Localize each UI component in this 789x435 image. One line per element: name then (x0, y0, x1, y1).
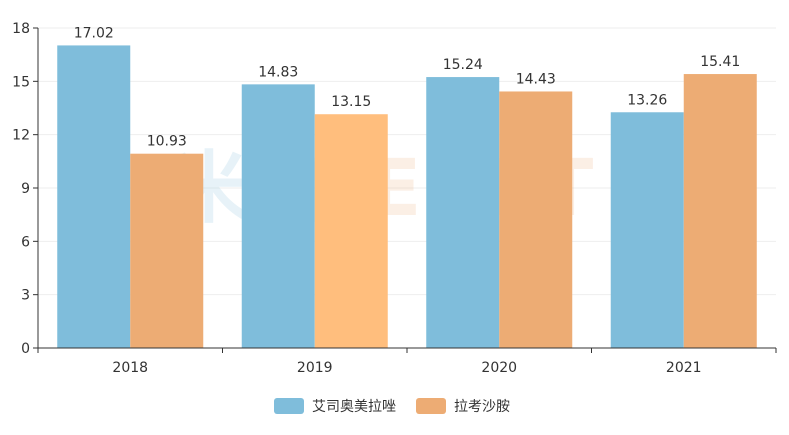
bar-2019-series-2[interactable] (314, 114, 388, 348)
legend-swatch-series-1[interactable] (274, 398, 304, 414)
legend-label-series-2: 拉考沙胺 (454, 399, 510, 415)
y-axis-tick-label: 6 (21, 234, 30, 250)
data-label-2018-series-1: 17.02 (74, 25, 114, 41)
legend: 艾司奥美拉唑 拉考沙胺 (274, 398, 510, 415)
x-axis-category-label: 2018 (112, 360, 148, 376)
y-axis-tick-label: 9 (21, 181, 30, 197)
y-axis-tick-label: 18 (12, 21, 30, 37)
x-axis-category-label: 2021 (666, 360, 702, 376)
data-label-2018-series-2: 10.93 (147, 134, 187, 150)
bar-2020-series-2[interactable] (499, 91, 573, 348)
bar-2018-series-1[interactable] (57, 45, 131, 349)
legend-label-series-1: 艾司奥美拉唑 (312, 398, 396, 415)
data-label-2019-series-2: 13.15 (331, 94, 371, 110)
legend-swatch-series-2[interactable] (416, 398, 446, 414)
bar-2018-series-2[interactable] (130, 153, 204, 348)
y-axis-tick-label: 15 (12, 74, 30, 90)
bar-2021-series-2[interactable] (683, 74, 757, 349)
y-axis-tick-label: 3 (21, 288, 30, 304)
x-axis-category-label: 2020 (481, 360, 517, 376)
bar-2021-series-1[interactable] (610, 112, 684, 349)
data-labels-group: 17.02 10.93 14.83 13.15 15.24 14.43 13.26 15.41 (74, 25, 741, 149)
y-axis-tick-label: 0 (21, 341, 30, 357)
data-label-2020-series-2: 14.43 (516, 71, 556, 87)
x-axis-category-label: 2019 (297, 360, 333, 376)
data-label-2021-series-2: 15.41 (700, 54, 740, 70)
bar-2020-series-1[interactable] (426, 77, 500, 349)
bar-2019-series-1[interactable] (241, 84, 315, 348)
data-label-2021-series-1: 13.26 (627, 92, 667, 108)
bars-group (57, 45, 757, 349)
data-label-2019-series-1: 14.83 (258, 64, 298, 80)
data-label-2020-series-1: 15.24 (443, 57, 483, 73)
axes-group: 0 3 6 9 12 15 18 2018 2019 2020 2021 (12, 21, 777, 376)
y-axis-tick-label: 12 (12, 128, 30, 144)
